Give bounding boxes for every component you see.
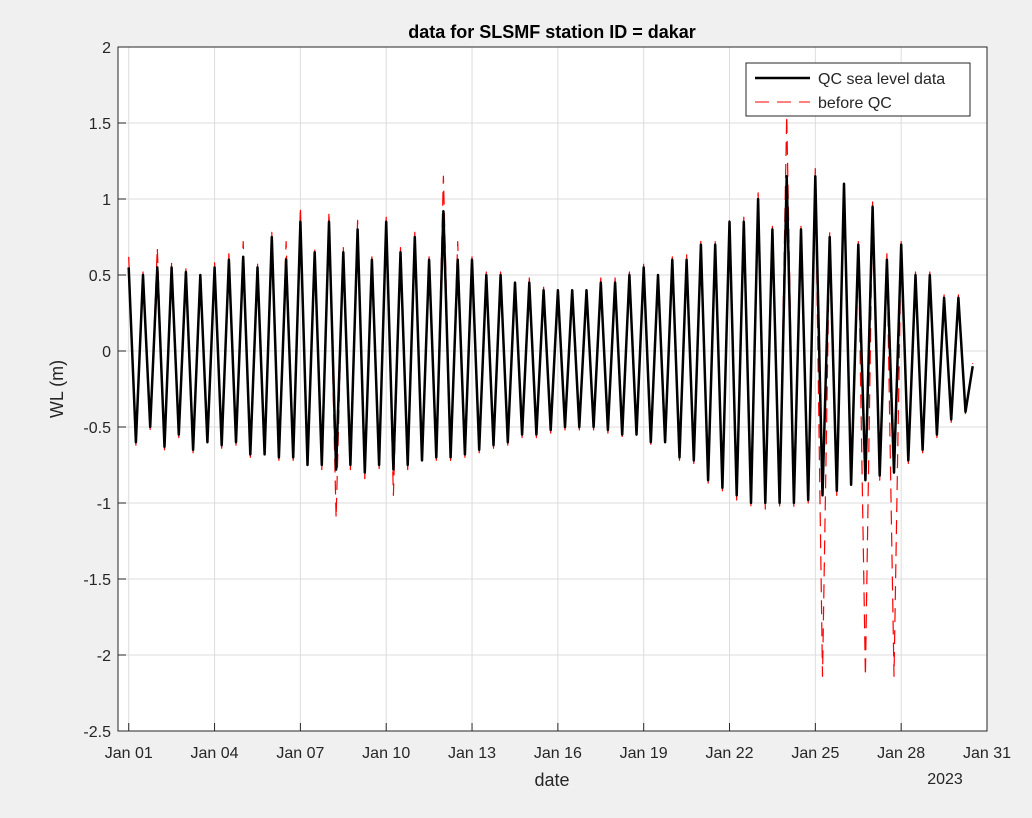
y-tick-label: 1.5 bbox=[89, 116, 111, 133]
x-tick-label: Jan 28 bbox=[877, 745, 925, 762]
x-tick-label: Jan 13 bbox=[448, 745, 496, 762]
x-tick-label: Jan 19 bbox=[620, 745, 668, 762]
legend-label-qc: QC sea level data bbox=[818, 71, 945, 88]
y-tick-label: 2 bbox=[102, 40, 111, 57]
legend-label-before-qc: before QC bbox=[818, 95, 892, 112]
legend-box bbox=[745, 62, 971, 117]
series-layer bbox=[127, 114, 974, 677]
y-axis-label: WL (m) bbox=[47, 360, 67, 418]
y-tick-label: -1.5 bbox=[83, 572, 111, 589]
chart-title: data for SLSMF station ID = dakar bbox=[408, 22, 696, 42]
x-tick-label: Jan 10 bbox=[362, 745, 410, 762]
x-tick-label: Jan 25 bbox=[791, 745, 839, 762]
x-year-label: 2023 bbox=[927, 771, 963, 788]
x-tick-label: Jan 07 bbox=[276, 745, 324, 762]
y-tick-label: -0.5 bbox=[83, 420, 111, 437]
x-axis-label: date bbox=[534, 770, 569, 790]
y-tick-label: 1 bbox=[102, 192, 111, 209]
y-tick-label: -1 bbox=[97, 496, 111, 513]
axes-box bbox=[117, 46, 988, 732]
x-tick-label: Jan 31 bbox=[963, 745, 1011, 762]
series-line-qc-sea-level bbox=[127, 174, 974, 505]
y-tick-label: -2 bbox=[97, 648, 111, 665]
y-tick-label: 0 bbox=[102, 344, 111, 361]
legend: QC sea level data before QC bbox=[745, 62, 971, 117]
x-tick-label: Jan 01 bbox=[105, 745, 153, 762]
y-tick-label: 0.5 bbox=[89, 268, 111, 285]
y-tick-label: -2.5 bbox=[83, 724, 111, 741]
x-tick-label: Jan 16 bbox=[534, 745, 582, 762]
x-tick-label: Jan 04 bbox=[191, 745, 239, 762]
x-tick-label: Jan 22 bbox=[705, 745, 753, 762]
ticks: Jan 01 Jan 04 Jan 07 Jan 10 Jan 13 Jan 16 Jan … bbox=[83, 40, 1011, 762]
